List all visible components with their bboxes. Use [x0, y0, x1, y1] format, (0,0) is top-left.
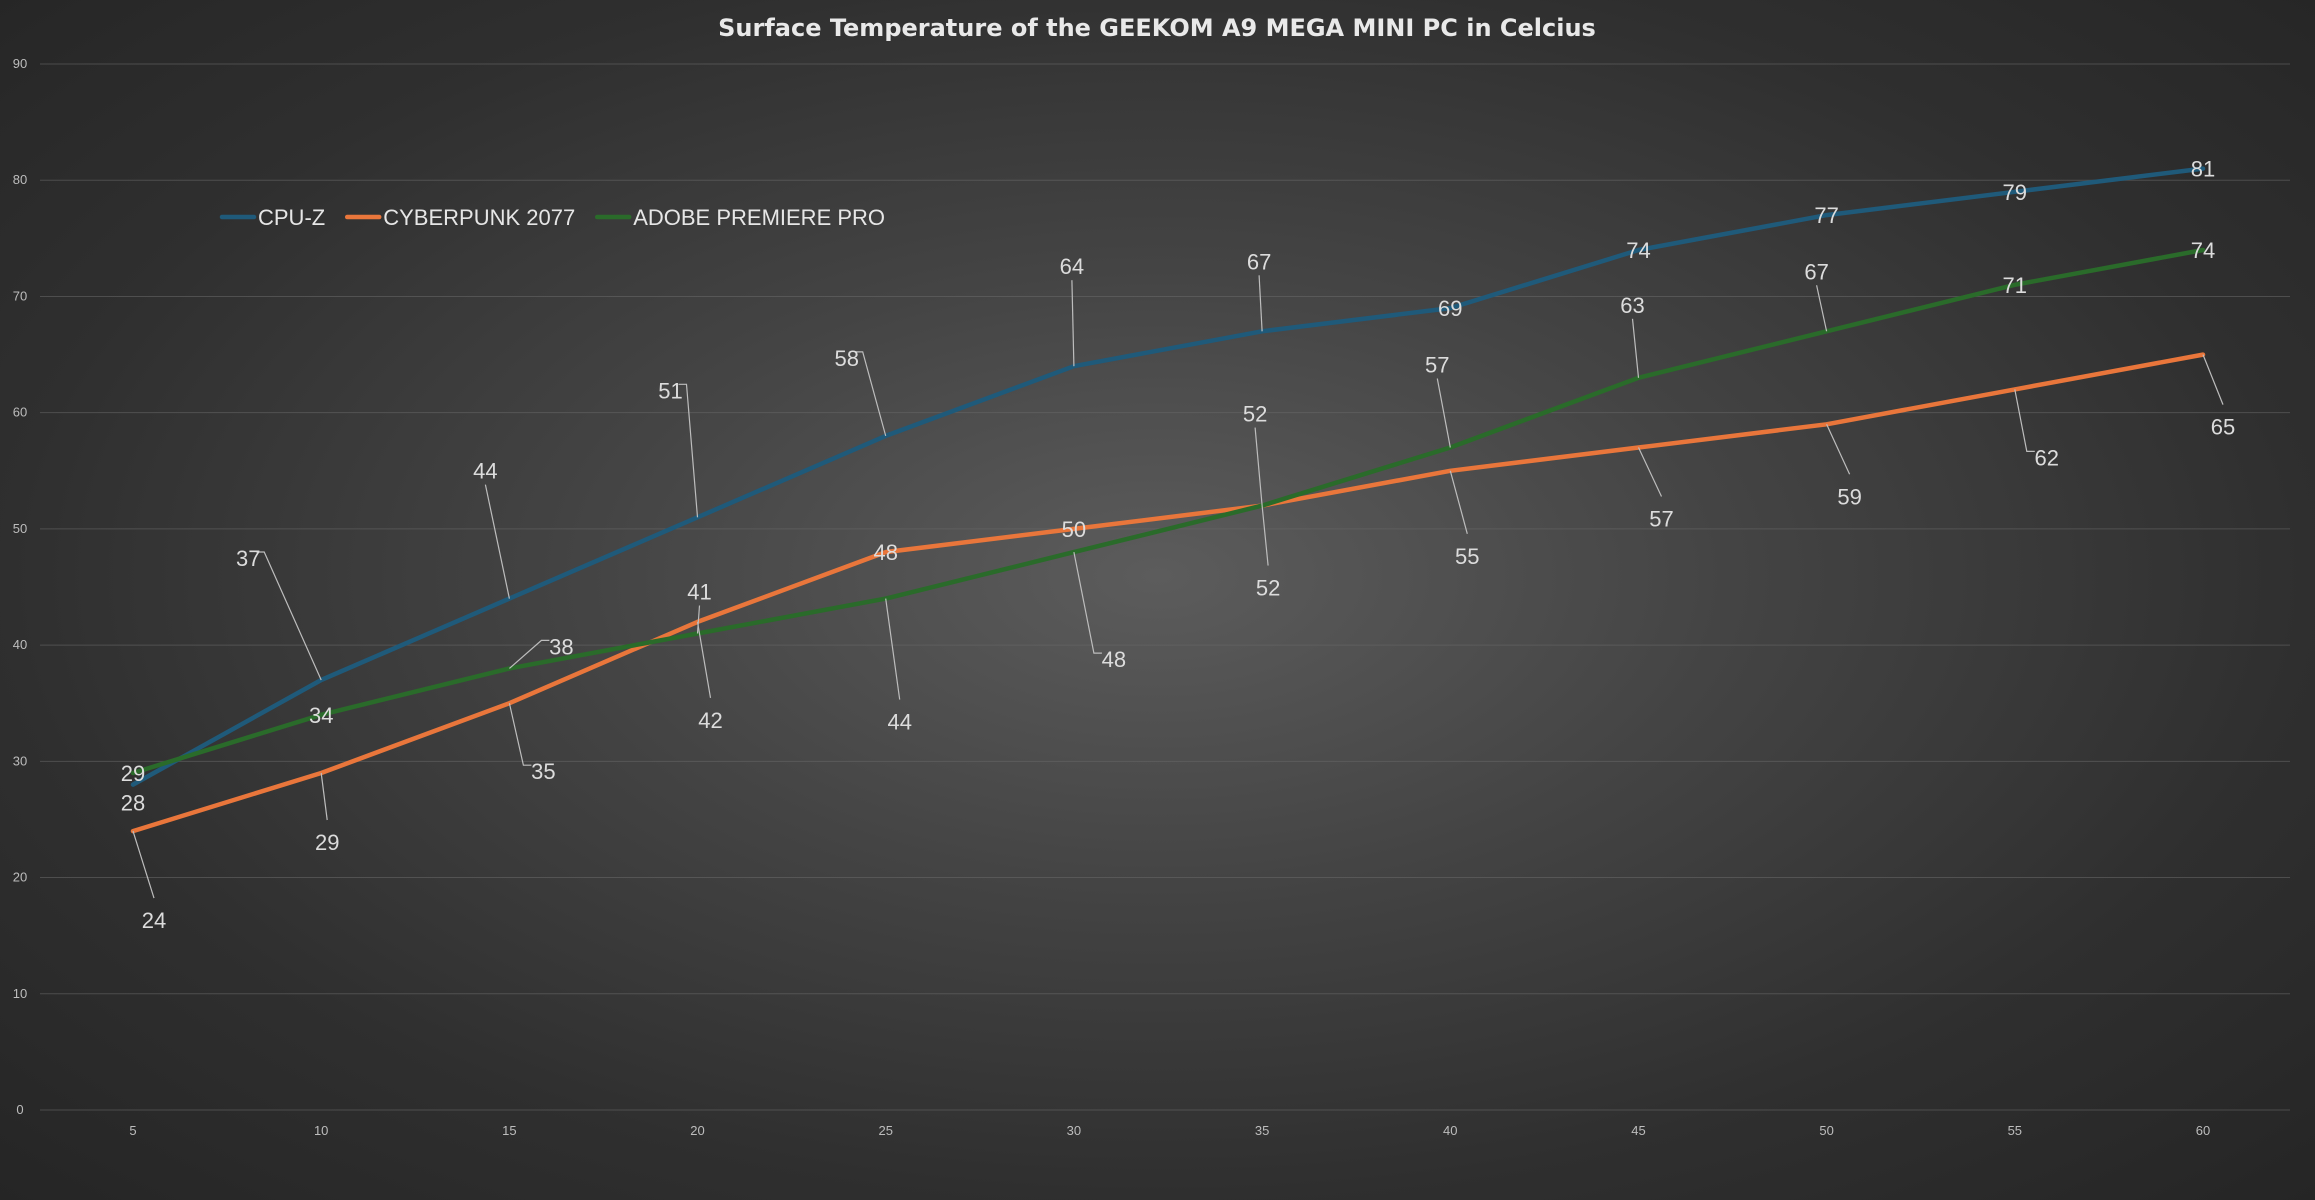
- leader-line: [1254, 427, 1263, 506]
- leader-line: [696, 605, 701, 634]
- data-label: 55: [1455, 544, 1479, 569]
- data-label: 52: [1243, 402, 1267, 427]
- leader-line: [1816, 285, 1828, 332]
- y-tick-label: 40: [13, 637, 27, 652]
- y-tick-label: 30: [13, 753, 27, 768]
- legend: CPU-Z CYBERPUNK 2077 ADOBE PREMIERE PRO: [219, 205, 885, 230]
- leader-line: [885, 598, 901, 700]
- y-tick-label: 60: [13, 405, 27, 420]
- leader-line: [1071, 280, 1075, 367]
- data-label: 34: [309, 703, 333, 728]
- data-label: 44: [887, 710, 911, 735]
- x-tick-label: 15: [502, 1123, 516, 1138]
- leader-line: [509, 639, 550, 669]
- data-label: 29: [121, 761, 145, 786]
- leader-line: [854, 351, 887, 437]
- leader-line: [696, 621, 712, 699]
- x-tick-label: 5: [129, 1123, 136, 1138]
- legend-label: CPU-Z: [258, 205, 325, 230]
- data-label: 41: [687, 580, 711, 605]
- leader-line: [678, 383, 699, 518]
- leader-line: [132, 830, 155, 899]
- y-tick-label: 90: [13, 56, 27, 71]
- x-tick-label: 25: [878, 1123, 892, 1138]
- data-label: 28: [121, 791, 145, 816]
- chart-title: Surface Temperature of the GEEKOM A9 MEG…: [718, 14, 1596, 42]
- series-lines: [130, 166, 2206, 834]
- series-line-2: [130, 247, 2206, 776]
- data-label: 62: [2035, 445, 2059, 470]
- data-label: 51: [658, 378, 682, 403]
- x-tick-label: 20: [690, 1123, 704, 1138]
- leader-line: [484, 484, 510, 599]
- leader-line: [1073, 551, 1102, 654]
- grid-lines: [40, 63, 2290, 1111]
- y-tick-label: 80: [13, 172, 27, 187]
- y-tick-label: 20: [13, 870, 27, 885]
- data-label: 71: [2003, 273, 2027, 298]
- leader-line: [1261, 505, 1269, 566]
- y-tick-label: 50: [13, 521, 27, 536]
- data-labels: 28 37 44 51 58 64 67 69 74 77 79 81 24 29 35 42 48 50 52 55…: [121, 157, 2235, 933]
- leader-line: [1631, 318, 1640, 378]
- data-label: 74: [2191, 238, 2215, 263]
- leader-line: [1258, 275, 1263, 332]
- data-label: 69: [1438, 296, 1462, 321]
- data-label: 59: [1837, 484, 1861, 509]
- series-line-0: [130, 166, 2206, 787]
- data-label: 35: [531, 759, 555, 784]
- leader-line: [320, 772, 328, 821]
- data-label: 42: [698, 708, 722, 733]
- legend-label: ADOBE PREMIERE PRO: [633, 205, 885, 230]
- data-label: 65: [2211, 415, 2235, 440]
- leader-line: [1436, 378, 1451, 448]
- y-axis-ticks: 0 10 20 30 40 50 60 70 80 90: [13, 56, 27, 1117]
- x-tick-label: 40: [1443, 1123, 1457, 1138]
- leader-line: [2202, 354, 2224, 405]
- x-tick-label: 30: [1067, 1123, 1081, 1138]
- data-label: 48: [1102, 647, 1126, 672]
- y-tick-label: 70: [13, 288, 27, 303]
- data-label: 38: [549, 634, 573, 659]
- leader-line: [2014, 389, 2035, 452]
- y-tick-label: 10: [13, 986, 27, 1001]
- data-label: 57: [1649, 507, 1673, 532]
- data-label: 24: [142, 908, 166, 933]
- data-label: 58: [834, 346, 858, 371]
- data-label: 37: [236, 546, 260, 571]
- data-label: 79: [2003, 180, 2027, 205]
- x-tick-label: 45: [1631, 1123, 1645, 1138]
- data-label: 81: [2191, 157, 2215, 182]
- data-label: 48: [873, 540, 897, 565]
- data-label-leaders: [132, 275, 2224, 899]
- data-label: 57: [1425, 353, 1449, 378]
- data-label: 63: [1620, 293, 1644, 318]
- y-tick-label: 0: [16, 1102, 23, 1117]
- leader-line: [1637, 447, 1663, 497]
- leader-line: [256, 551, 322, 681]
- data-label: 50: [1062, 517, 1086, 542]
- data-label: 64: [1060, 254, 1084, 279]
- x-tick-label: 10: [314, 1123, 328, 1138]
- data-label: 67: [1804, 259, 1828, 284]
- data-label: 67: [1247, 249, 1271, 274]
- data-label: 74: [1626, 238, 1650, 263]
- legend-label: CYBERPUNK 2077: [383, 205, 575, 230]
- data-label: 29: [315, 830, 339, 855]
- leader-line: [1449, 470, 1468, 534]
- series-line-1: [130, 352, 2206, 834]
- x-tick-label: 60: [2196, 1123, 2210, 1138]
- x-tick-label: 35: [1255, 1123, 1269, 1138]
- leader-line: [1826, 424, 1851, 475]
- x-axis-ticks: 5 10 15 20 25 30 35 40 45 50 55 60: [129, 1123, 2210, 1138]
- x-tick-label: 55: [2008, 1123, 2022, 1138]
- data-label: 44: [473, 459, 497, 484]
- data-label: 52: [1256, 576, 1280, 601]
- leader-line: [508, 703, 532, 766]
- x-tick-label: 50: [1819, 1123, 1833, 1138]
- data-label: 77: [1814, 203, 1838, 228]
